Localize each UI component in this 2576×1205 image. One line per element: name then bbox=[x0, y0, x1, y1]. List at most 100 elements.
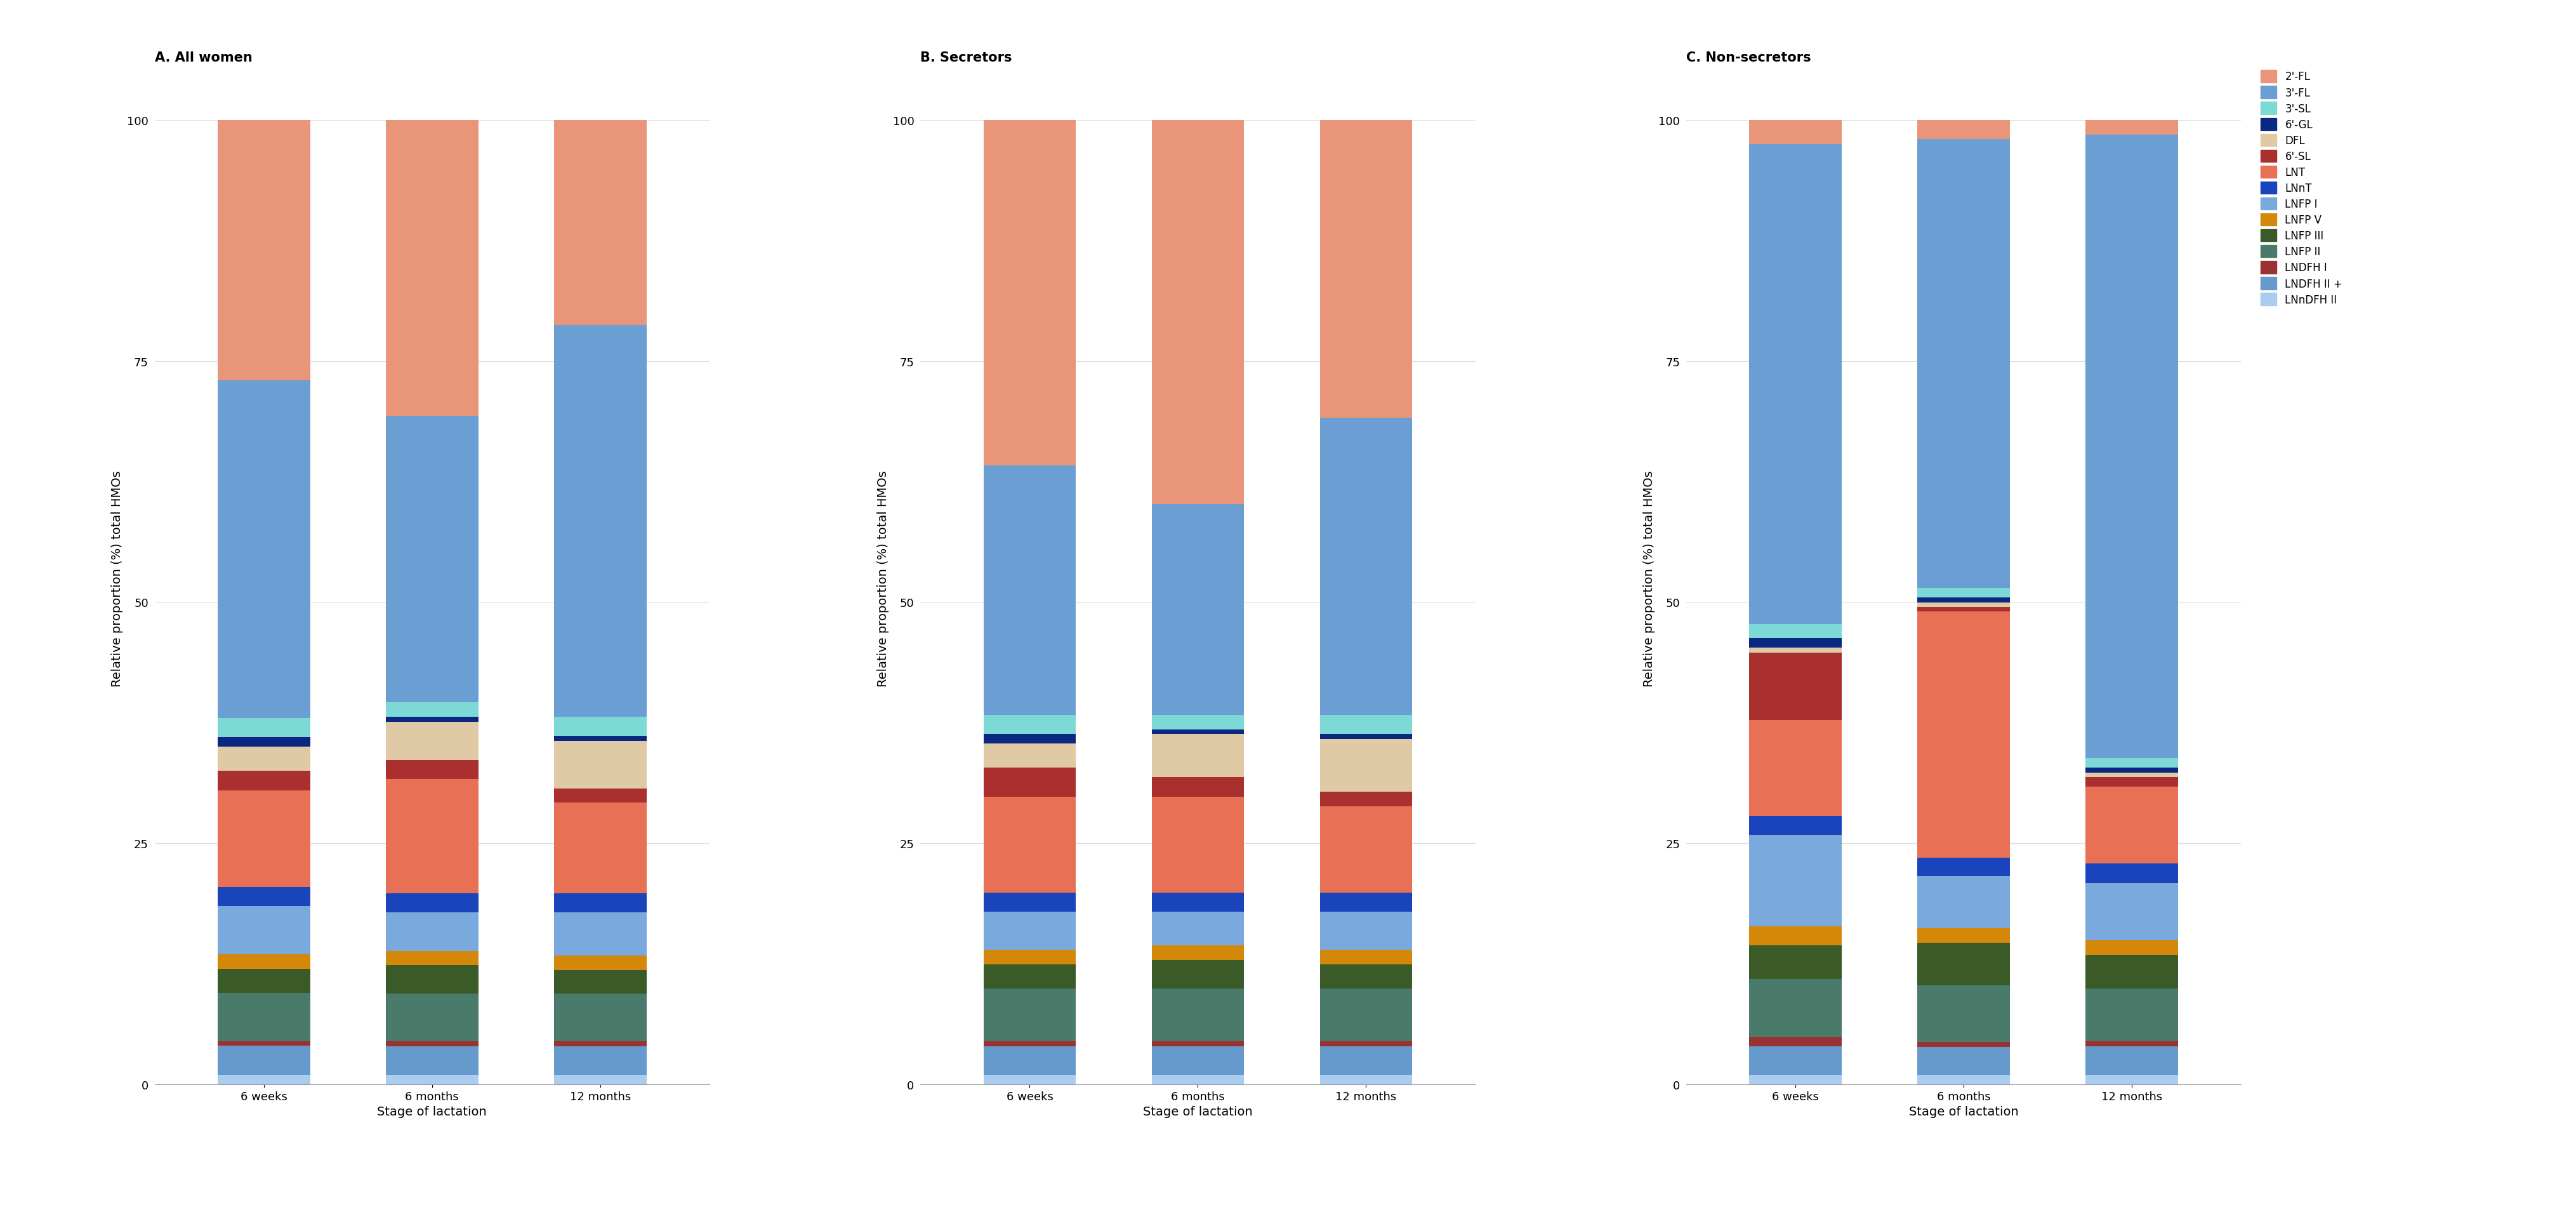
Bar bbox=[1749, 946, 1842, 978]
Bar bbox=[554, 970, 647, 994]
Bar bbox=[2087, 787, 2179, 864]
Bar bbox=[2087, 1075, 2179, 1084]
Bar bbox=[1749, 835, 1842, 927]
Bar bbox=[1151, 1046, 1244, 1075]
Bar bbox=[554, 912, 647, 956]
Bar bbox=[1151, 797, 1244, 893]
Text: A. All women: A. All women bbox=[155, 52, 252, 64]
Bar bbox=[386, 965, 479, 994]
Bar bbox=[1319, 734, 1412, 739]
Bar bbox=[1319, 1046, 1412, 1075]
Bar bbox=[216, 790, 309, 887]
Bar bbox=[216, 993, 309, 1041]
Y-axis label: Relative proportion (%) total HMOs: Relative proportion (%) total HMOs bbox=[1643, 470, 1654, 687]
Bar bbox=[2087, 772, 2179, 777]
Bar bbox=[1319, 964, 1412, 988]
Bar bbox=[984, 797, 1077, 893]
Bar bbox=[1319, 1041, 1412, 1046]
Bar bbox=[1749, 1075, 1842, 1084]
Bar bbox=[1319, 951, 1412, 964]
Text: C. Non-secretors: C. Non-secretors bbox=[1687, 52, 1811, 64]
Bar bbox=[984, 1041, 1077, 1046]
Bar bbox=[1151, 121, 1244, 504]
Bar bbox=[1917, 942, 2009, 986]
Bar bbox=[216, 1075, 309, 1084]
Bar bbox=[1749, 653, 1842, 721]
Bar bbox=[1749, 1036, 1842, 1046]
Bar bbox=[216, 381, 309, 718]
Bar bbox=[216, 737, 309, 747]
Bar bbox=[984, 893, 1077, 912]
Bar bbox=[1319, 418, 1412, 716]
Bar bbox=[1749, 121, 1842, 145]
Bar bbox=[2087, 135, 2179, 758]
Legend: 2'-FL, 3'-FL, 3'-SL, 6'-GL, DFL, 6'-SL, LNT, LNnT, LNFP I, LNFP V, LNFP III, LNF: 2'-FL, 3'-FL, 3'-SL, 6'-GL, DFL, 6'-SL, … bbox=[2257, 67, 2347, 308]
Bar bbox=[554, 894, 647, 912]
Bar bbox=[1151, 912, 1244, 946]
Bar bbox=[1749, 1046, 1842, 1075]
Bar bbox=[1319, 739, 1412, 792]
Bar bbox=[554, 741, 647, 788]
Bar bbox=[2087, 121, 2179, 135]
Bar bbox=[984, 964, 1077, 988]
Bar bbox=[984, 1046, 1077, 1075]
Bar bbox=[1151, 893, 1244, 912]
Bar bbox=[2087, 956, 2179, 988]
Bar bbox=[1319, 912, 1412, 951]
Bar bbox=[216, 954, 309, 969]
X-axis label: Stage of lactation: Stage of lactation bbox=[1909, 1106, 2020, 1118]
Bar bbox=[2087, 1046, 2179, 1075]
Bar bbox=[1917, 858, 2009, 876]
Bar bbox=[554, 1075, 647, 1084]
Bar bbox=[554, 803, 647, 894]
Bar bbox=[984, 121, 1077, 466]
Bar bbox=[1319, 121, 1412, 418]
Bar bbox=[554, 994, 647, 1041]
Bar bbox=[984, 768, 1077, 797]
Bar bbox=[1319, 988, 1412, 1041]
Bar bbox=[554, 736, 647, 741]
Bar bbox=[984, 988, 1077, 1041]
Bar bbox=[1319, 716, 1412, 734]
Bar bbox=[216, 771, 309, 790]
Bar bbox=[1917, 986, 2009, 1042]
Bar bbox=[1151, 716, 1244, 729]
Bar bbox=[1917, 876, 2009, 929]
Bar bbox=[2087, 768, 2179, 772]
Bar bbox=[386, 717, 479, 722]
Bar bbox=[1749, 978, 1842, 1036]
Bar bbox=[1151, 1075, 1244, 1084]
Bar bbox=[386, 703, 479, 717]
Bar bbox=[386, 1046, 479, 1075]
Bar bbox=[554, 956, 647, 970]
Bar bbox=[984, 734, 1077, 743]
Bar bbox=[1151, 988, 1244, 1041]
Bar bbox=[554, 325, 647, 717]
Bar bbox=[386, 780, 479, 894]
X-axis label: Stage of lactation: Stage of lactation bbox=[1144, 1106, 1252, 1118]
Bar bbox=[1749, 927, 1842, 946]
Bar bbox=[1917, 140, 2009, 588]
Bar bbox=[554, 121, 647, 325]
Bar bbox=[984, 1075, 1077, 1084]
Bar bbox=[386, 894, 479, 912]
Bar bbox=[2087, 941, 2179, 956]
Bar bbox=[1917, 929, 2009, 942]
Bar bbox=[1151, 777, 1244, 797]
Bar bbox=[216, 718, 309, 737]
Text: B. Secretors: B. Secretors bbox=[920, 52, 1012, 64]
Y-axis label: Relative proportion (%) total HMOs: Relative proportion (%) total HMOs bbox=[876, 470, 889, 687]
Bar bbox=[554, 788, 647, 803]
X-axis label: Stage of lactation: Stage of lactation bbox=[376, 1106, 487, 1118]
Bar bbox=[2087, 777, 2179, 787]
Bar bbox=[216, 747, 309, 771]
Y-axis label: Relative proportion (%) total HMOs: Relative proportion (%) total HMOs bbox=[111, 470, 124, 687]
Bar bbox=[216, 1046, 309, 1075]
Bar bbox=[554, 1046, 647, 1075]
Bar bbox=[386, 912, 479, 951]
Bar bbox=[984, 951, 1077, 964]
Bar bbox=[1749, 721, 1842, 816]
Bar bbox=[216, 121, 309, 381]
Bar bbox=[1917, 1042, 2009, 1047]
Bar bbox=[1319, 1075, 1412, 1084]
